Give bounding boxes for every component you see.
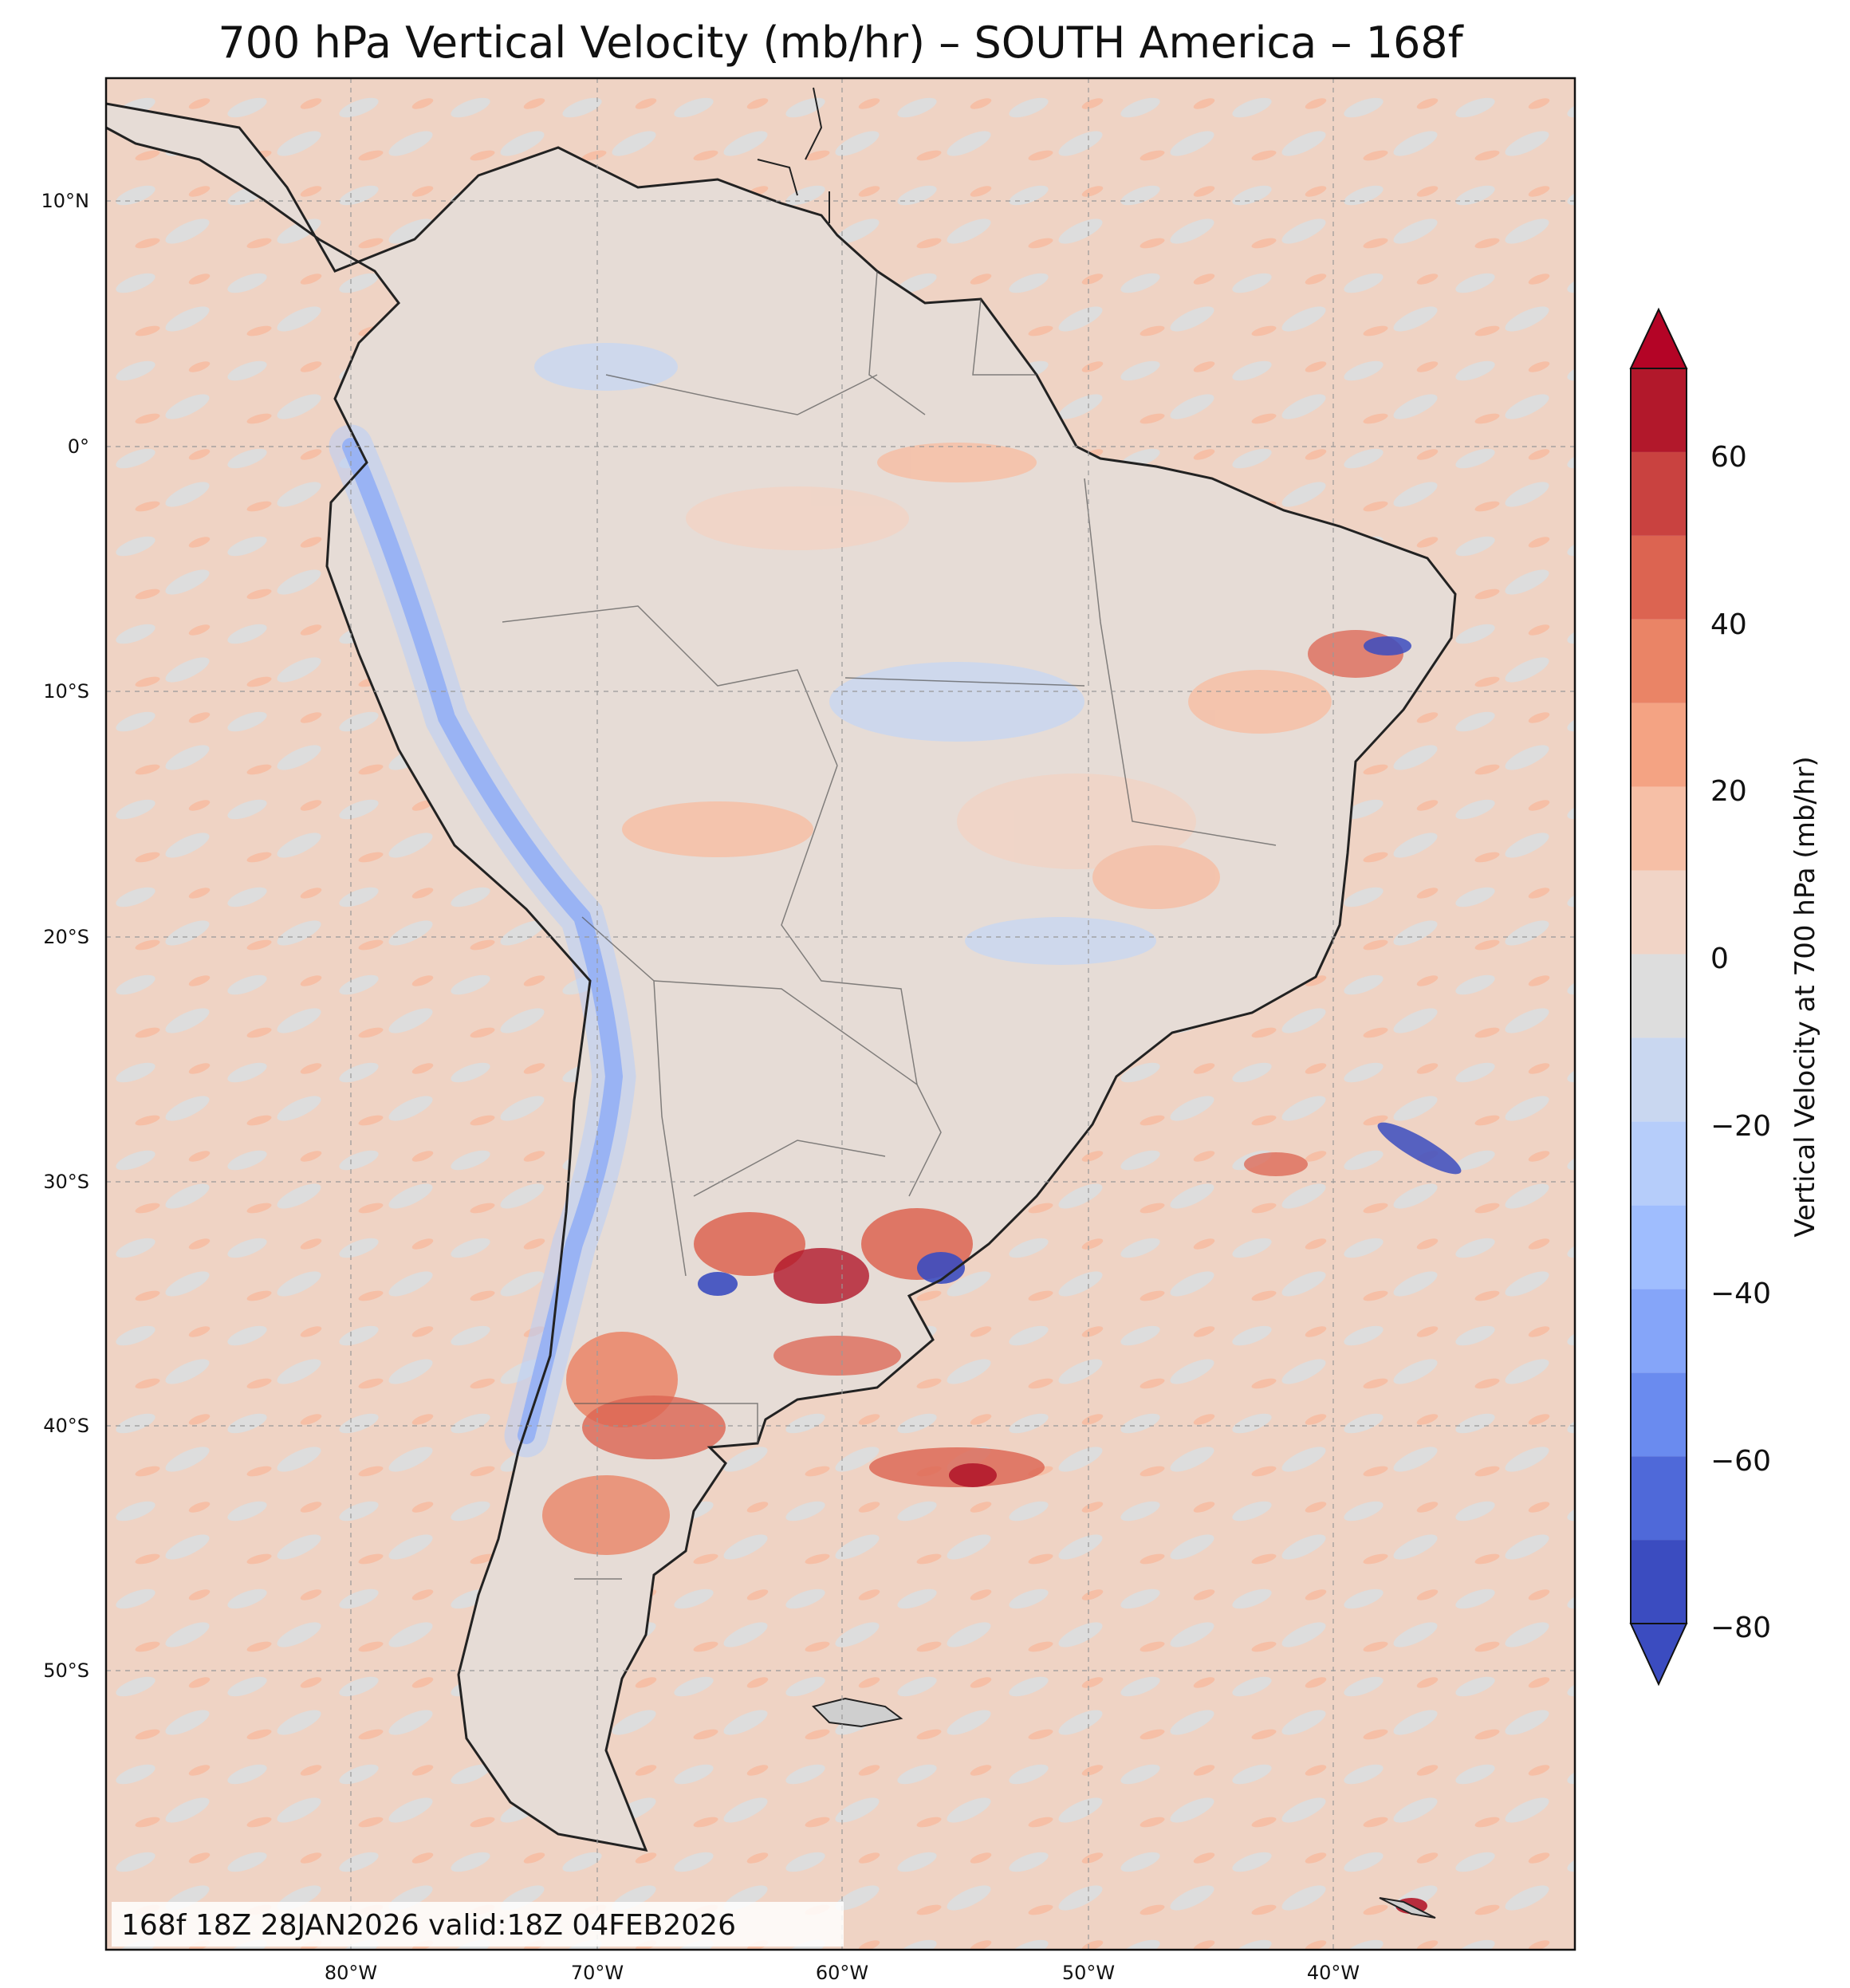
colorbar-over-arrow [1629,307,1688,369]
colorbar-under-arrow [1629,1623,1688,1687]
south-america-landmass [106,104,1455,1850]
colorbar-frame [1630,368,1687,1624]
cb-tick-0: 0 [1710,943,1729,975]
colorbar-band [1631,870,1687,955]
colorbar-band [1631,1540,1687,1624]
lat-tick-labels: 10°N 0° 10°S 20°S 30°S 40°S 50°S [41,190,90,1682]
colorbar-band [1631,1205,1687,1289]
colorbar-band [1631,703,1687,787]
andes-ascent-band-outer [329,424,636,1458]
south-georgia-island [1379,1897,1436,1919]
colorbar-band [1631,1037,1687,1122]
lat-tick-10n: 10°N [41,190,90,212]
colorbar-band [1631,451,1687,536]
country-borders [502,270,1277,1580]
cb-tick-40: 40 [1710,608,1747,641]
colorbar-band [1631,1121,1687,1206]
lat-tick-0: 0° [68,435,89,458]
cb-tick-20: 20 [1710,775,1747,808]
colorbar-ticks: 60 40 20 0 −20 −40 −60 −80 [1710,441,1771,1644]
colorbar-band [1631,1372,1687,1457]
stamp-box [112,1902,844,1947]
lon-tick-labels: 80°W 70°W 60°W 50°W 40°W [325,1962,1360,1984]
colorbar-label: Vertical Velocity at 700 hPa (mb/hr) [1789,756,1821,1237]
lat-tick-20s: 20°S [43,926,89,948]
colorbar-band [1631,786,1687,871]
colorbar-band [1631,535,1687,620]
lon-tick-60w: 60°W [816,1962,868,1984]
lat-tick-30s: 30°S [43,1171,89,1193]
map-plot-area: 168f 18Z 28JAN2026 valid:18Z 04FEB2026 [106,78,1575,1950]
lon-tick-70w: 70°W [571,1962,624,1984]
colorbar-band [1631,954,1687,1038]
cb-tick-minus20: −20 [1710,1110,1771,1143]
lat-tick-10s: 10°S [43,680,89,703]
colorbar-band [1631,368,1687,452]
colorbar [1631,368,1687,1624]
land-texture [534,343,1332,965]
lon-tick-80w: 80°W [325,1962,377,1984]
valid-time-stamp: 168f 18Z 28JAN2026 valid:18Z 04FEB2026 [121,1909,736,1942]
lat-tick-40s: 40°S [43,1415,89,1437]
cb-tick-minus40: −40 [1710,1277,1771,1310]
plot-frame [104,77,1576,1951]
cb-tick-60: 60 [1710,441,1747,474]
lat-tick-50s: 50°S [43,1659,89,1682]
colorbar-band [1631,1289,1687,1373]
lon-tick-40w: 40°W [1307,1962,1360,1984]
cb-tick-minus80: −80 [1710,1612,1771,1644]
coastline [106,102,1457,1852]
map-title: 700 hPa Vertical Velocity (mb/hr) – SOUT… [218,18,1464,68]
colorbar-band [1631,1456,1687,1541]
lon-tick-50w: 50°W [1062,1962,1115,1984]
colorbar-band [1631,619,1687,703]
caribbean-islands [757,87,830,223]
falkland-islands [812,1697,903,1728]
cb-tick-minus60: −60 [1710,1445,1771,1478]
